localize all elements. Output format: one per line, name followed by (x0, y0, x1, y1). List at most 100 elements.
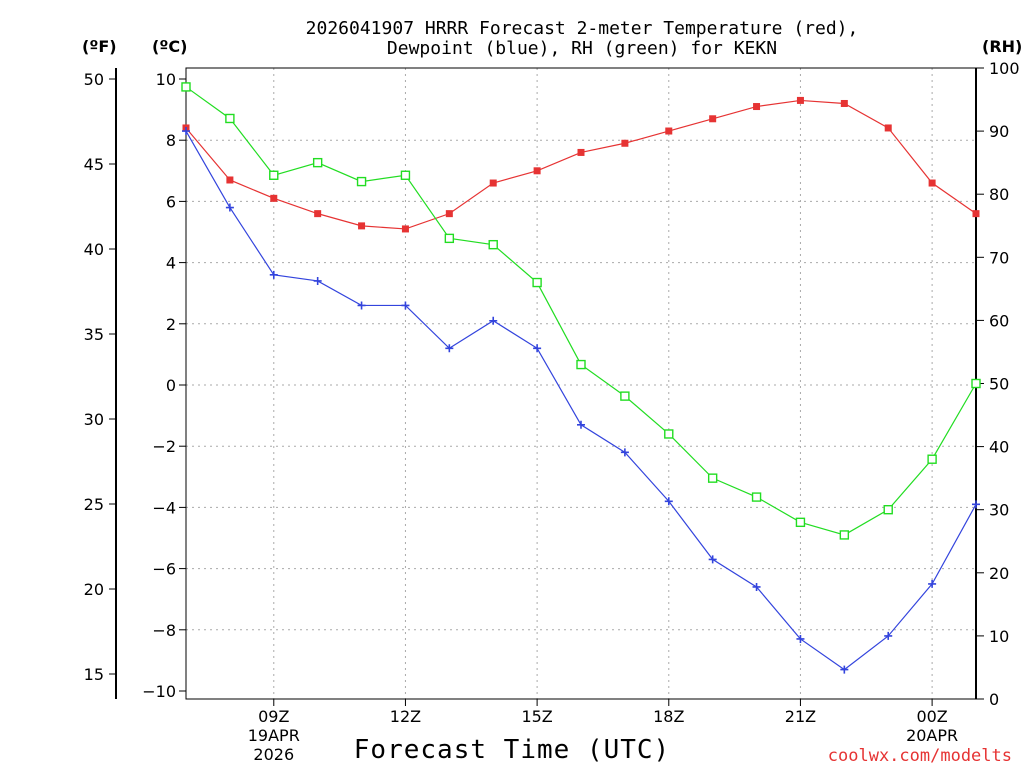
fahrenheit-tick-label: 50 (84, 70, 104, 89)
temperature-point (884, 124, 892, 132)
dewpoint-point (796, 634, 805, 643)
temperature-point (972, 210, 980, 218)
temperature-point (840, 99, 848, 107)
dewpoint-point (445, 344, 454, 353)
rh-point (707, 473, 718, 483)
dewpoint-point (752, 582, 761, 591)
dewpoint-point (225, 203, 234, 212)
temperature-point (445, 210, 453, 218)
rh-point (356, 176, 367, 187)
data-series (181, 82, 981, 674)
dewpoint-point (313, 276, 322, 285)
celsius-tick-label: 0 (166, 376, 176, 395)
plot-frame (185, 67, 977, 700)
dewpoint-point (533, 344, 542, 353)
x-tick-label: 12Z (390, 707, 421, 726)
rh-unit-label: (RH) (982, 37, 1022, 56)
chart-title-line2: Dewpoint (blue), RH (green) for KEKN (387, 38, 777, 59)
rh-tick-label: 40 (989, 438, 1009, 457)
chart-title-line1: 2026041907 HRRR Forecast 2-meter Tempera… (306, 18, 859, 39)
rh-tick-label: 70 (989, 248, 1009, 267)
rh-point (620, 391, 630, 401)
rh-point (400, 170, 411, 180)
x-tick-label: 19APR (248, 726, 300, 745)
rh-tick-label: 100 (989, 59, 1020, 78)
temperature-point (270, 194, 278, 202)
axes (109, 67, 984, 706)
rh-point (312, 157, 323, 168)
x-tick-label: 18Z (653, 707, 684, 726)
rh-point (664, 429, 674, 439)
dewpoint-point (401, 301, 410, 310)
rh-tick-label: 80 (989, 185, 1009, 204)
dewpoint-point (840, 665, 849, 674)
rh-point (269, 170, 279, 180)
temperature-point (489, 179, 497, 187)
grid-lines (186, 68, 976, 699)
rh-tick-label: 50 (989, 375, 1009, 394)
temperature-point (314, 210, 322, 218)
celsius-tick-label: 2 (166, 315, 176, 334)
x-tick-label: 00Z (916, 707, 947, 726)
tick-labels: 1086420−2−4−6−8−105045403530252015100908… (84, 59, 1020, 764)
fahrenheit-tick-label: 20 (84, 580, 104, 599)
celsius-tick-label: 4 (166, 254, 176, 273)
temperature-point (928, 179, 936, 187)
x-tick-label: 2026 (253, 745, 294, 764)
rh-point (795, 517, 806, 528)
temperature-point (665, 127, 673, 135)
fahrenheit-tick-label: 40 (84, 240, 104, 259)
rh-tick-label: 10 (989, 627, 1009, 646)
rh-tick-label: 60 (989, 311, 1009, 330)
fahrenheit-tick-label: 15 (84, 665, 104, 684)
rh-point (181, 82, 191, 92)
rh-tick-label: 30 (989, 501, 1009, 520)
fahrenheit-tick-label: 25 (84, 495, 104, 514)
dewpoint-point (664, 497, 673, 506)
dewpoint-point (489, 316, 498, 325)
temperature-line (185, 99, 977, 230)
rh-point (225, 113, 235, 124)
dewpoint-point (972, 500, 980, 509)
rh-tick-label: 20 (989, 564, 1009, 583)
x-tick-label: 15Z (521, 707, 552, 726)
temperature-point (621, 139, 629, 147)
temperature-point (533, 167, 541, 175)
celsius-tick-label: −2 (152, 437, 176, 456)
dewpoint-point (708, 555, 717, 564)
dewpoint-point (357, 301, 366, 310)
rh-tick-label: 0 (989, 690, 999, 709)
celsius-tick-label: 6 (166, 192, 176, 211)
x-tick-label: 20APR (906, 726, 958, 745)
dewpoint-point (182, 127, 190, 136)
temperature-point (796, 96, 804, 104)
rh-point (839, 530, 850, 540)
celsius-tick-label: −8 (152, 621, 176, 640)
x-tick-label: 09Z (258, 707, 289, 726)
celsius-tick-label: 8 (166, 131, 176, 150)
dewpoint-point (269, 270, 278, 279)
fahrenheit-tick-label: 45 (84, 155, 104, 174)
rh-point (927, 454, 937, 464)
celsius-tick-label: 10 (156, 70, 176, 89)
temperature-point (709, 115, 717, 123)
fahrenheit-tick-label: 35 (84, 325, 104, 344)
temperature-point (577, 148, 585, 156)
rh-point (488, 239, 498, 250)
credit-link[interactable]: coolwx.com/modelts (828, 746, 1012, 766)
dewpoint-line (185, 130, 977, 671)
temperature-point (753, 103, 761, 111)
rh-point (444, 233, 455, 244)
fahrenheit-tick-label: 30 (84, 410, 104, 429)
fahrenheit-unit-label: (ºF) (82, 37, 117, 56)
rh-point (751, 492, 762, 502)
dewpoint-point (577, 420, 585, 429)
dewpoint-point (928, 579, 937, 588)
dewpoint-point (620, 448, 629, 457)
celsius-tick-label: −4 (152, 498, 176, 517)
rh-tick-label: 90 (989, 122, 1009, 141)
temperature-point (401, 225, 409, 233)
dewpoint-point (884, 631, 893, 640)
celsius-unit-label: (ºC) (152, 37, 187, 56)
